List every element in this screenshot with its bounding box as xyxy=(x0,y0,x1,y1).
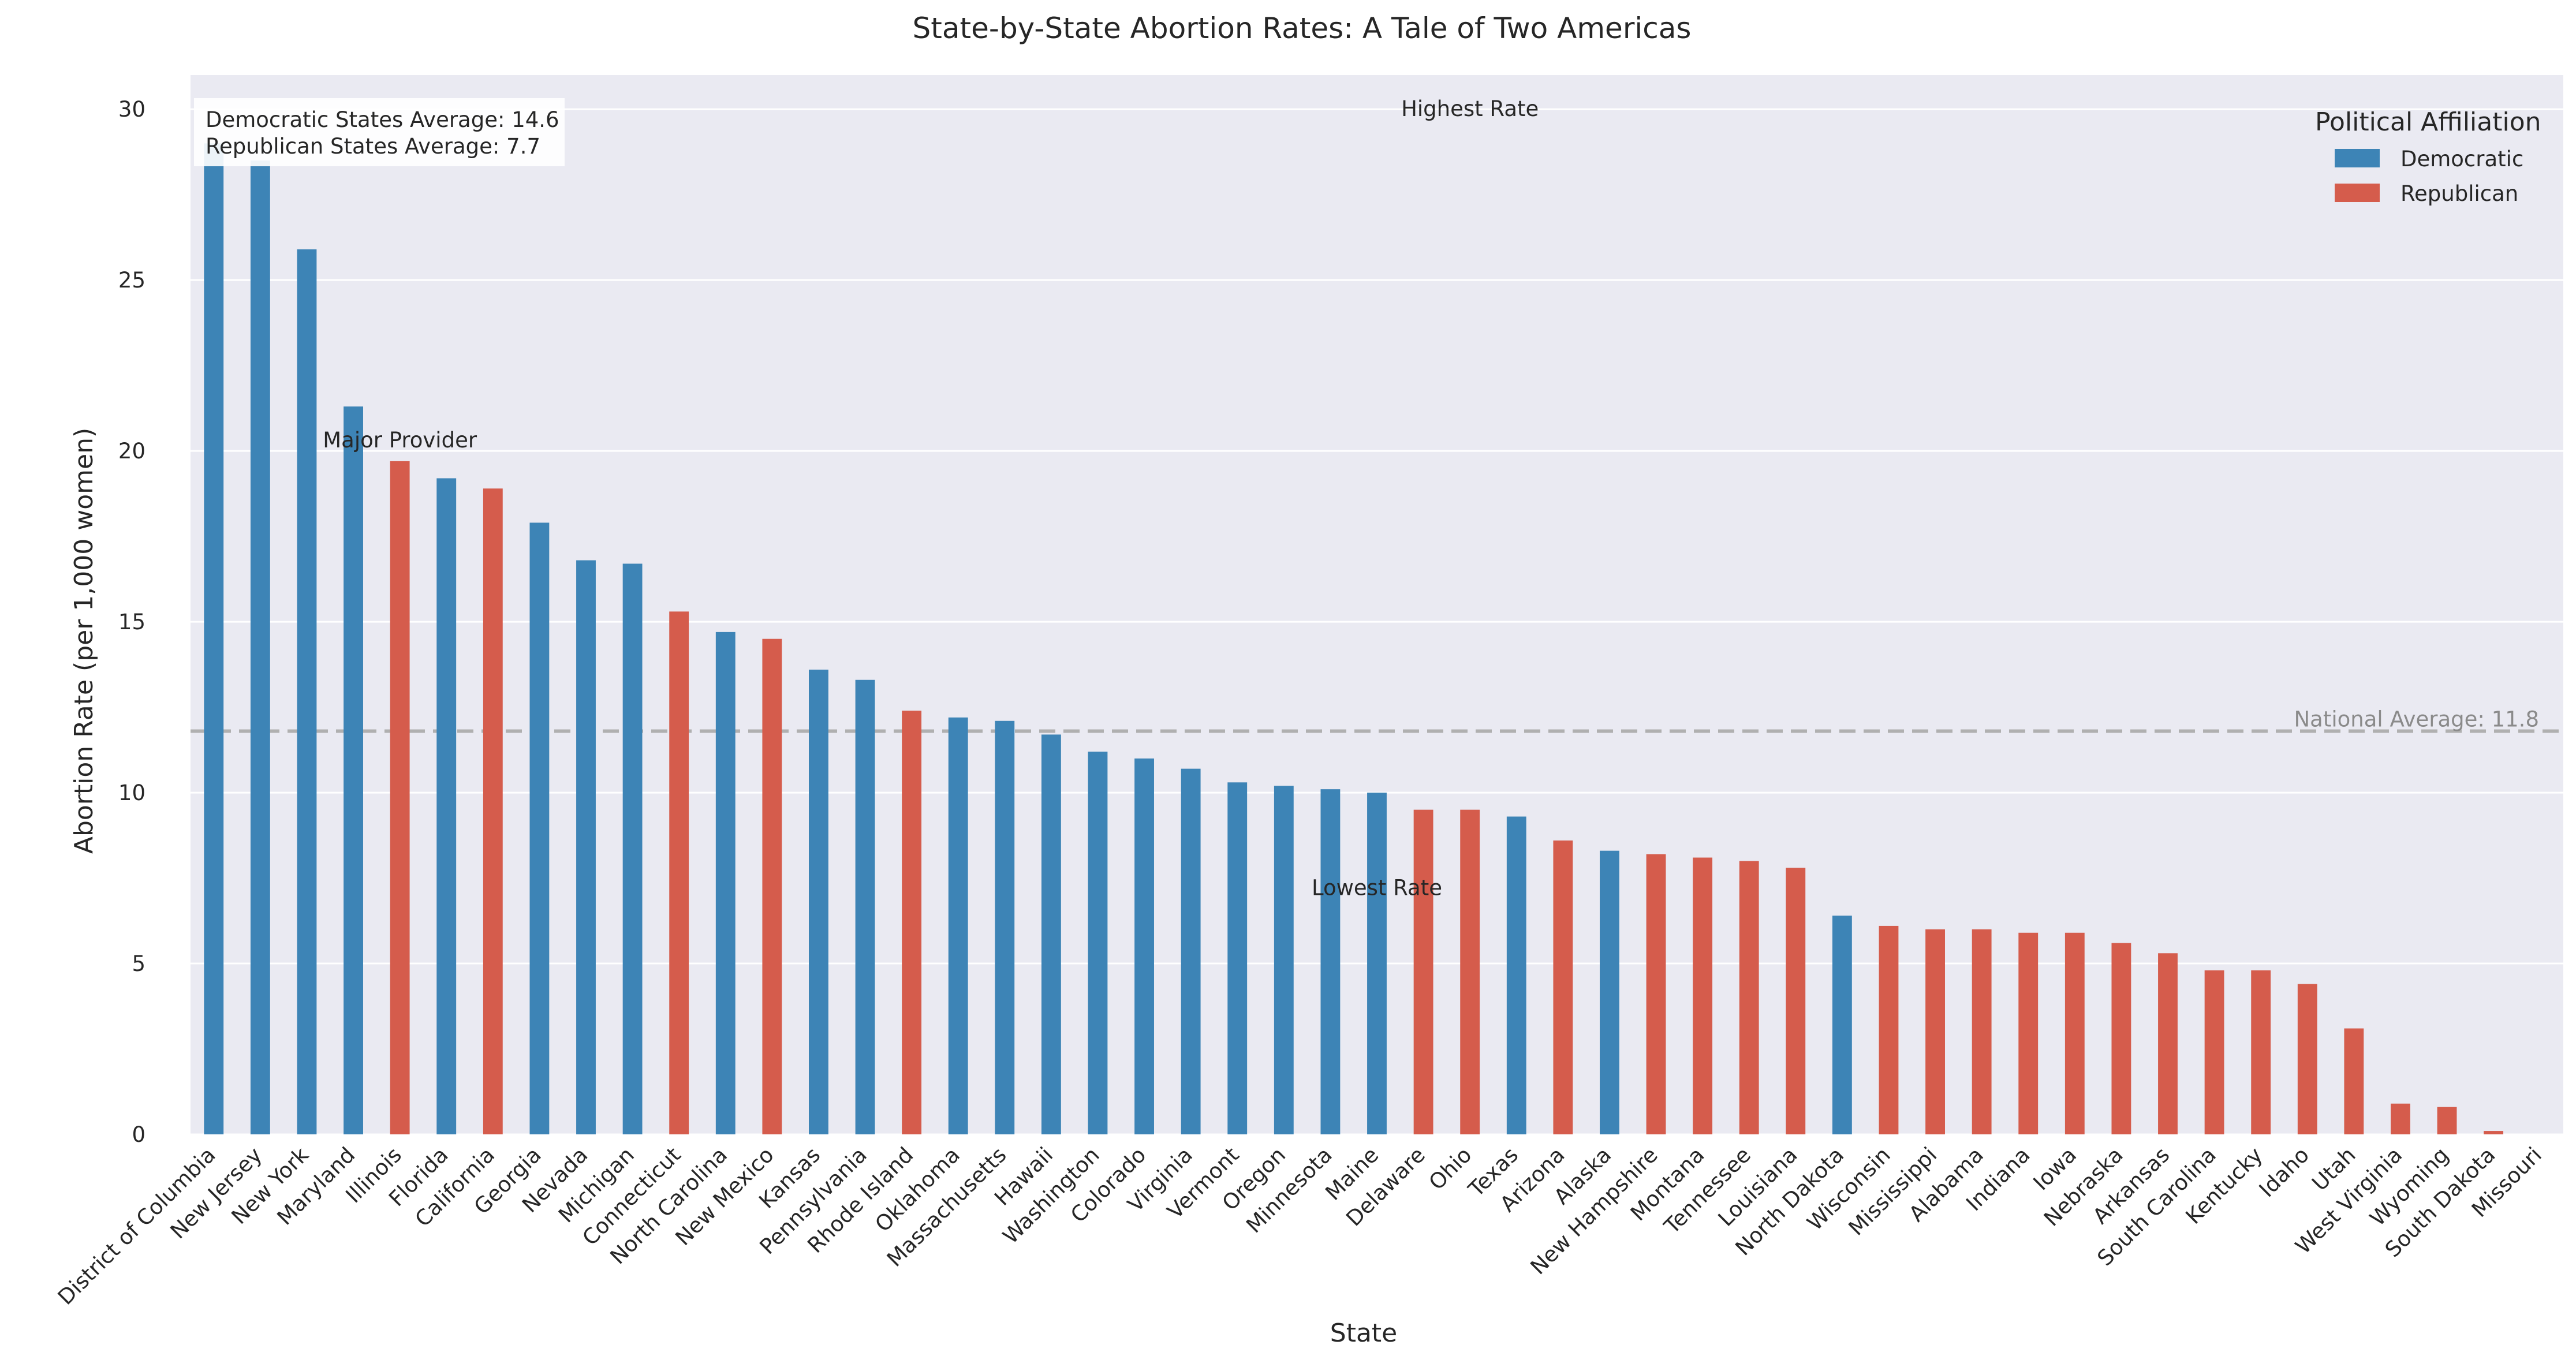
legend-label-republican: Republican xyxy=(2400,181,2518,206)
bar xyxy=(1832,916,1852,1134)
stats-republican-average: Republican States Average: 7.7 xyxy=(206,134,540,159)
chart-title: State-by-State Abortion Rates: A Tale of… xyxy=(913,12,1692,45)
bar xyxy=(2064,932,2085,1134)
annotation-label: Lowest Rate xyxy=(1312,876,1442,901)
bar xyxy=(1786,868,1806,1134)
bar xyxy=(2391,1103,2410,1134)
y-tick-label: 5 xyxy=(132,951,145,976)
bar xyxy=(576,560,596,1134)
bar xyxy=(1413,809,1433,1134)
bar xyxy=(483,488,503,1134)
bar xyxy=(809,669,828,1134)
bar xyxy=(2204,970,2224,1134)
x-axis-label: State xyxy=(1330,1319,1397,1348)
legend-title: Political Affiliation xyxy=(2315,107,2541,137)
annotation-label: Highest Rate xyxy=(1401,96,1539,121)
bar xyxy=(2484,1131,2504,1134)
bar xyxy=(855,679,875,1134)
y-tick-label: 30 xyxy=(118,97,145,122)
bar xyxy=(390,461,410,1134)
bar xyxy=(715,632,736,1134)
bar xyxy=(1227,782,1248,1134)
bar xyxy=(1041,734,1061,1134)
stats-box: Democratic States Average: 14.6 Republic… xyxy=(194,98,565,166)
bar xyxy=(1181,768,1201,1134)
bar xyxy=(2297,984,2317,1134)
bar xyxy=(1134,758,1154,1134)
y-tick-label: 20 xyxy=(118,439,145,464)
bar xyxy=(2018,932,2039,1134)
y-tick-label: 15 xyxy=(118,610,145,634)
bar xyxy=(1506,816,1526,1134)
bar xyxy=(762,638,782,1134)
y-axis-ticks: 0 5 10 15 20 25 30 xyxy=(118,97,145,1147)
annotation-label: Major Provider xyxy=(323,428,477,453)
y-tick-label: 10 xyxy=(118,780,145,805)
legend-swatch-democratic xyxy=(2335,149,2380,167)
bar xyxy=(1088,752,1108,1134)
bar xyxy=(1460,809,1480,1134)
y-axis-label: Abortion Rate (per 1,000 women) xyxy=(69,428,99,854)
bar xyxy=(250,160,270,1134)
legend: Political Affiliation Democratic Republi… xyxy=(2315,107,2541,206)
bar xyxy=(1600,850,1619,1134)
bar xyxy=(2344,1028,2364,1134)
bars xyxy=(204,143,2504,1135)
stats-box-background xyxy=(194,98,565,166)
bar xyxy=(436,478,457,1134)
annotations: Highest Rate Major Provider Lowest Rate xyxy=(323,96,1539,901)
bar xyxy=(1739,861,1759,1134)
bar xyxy=(1925,929,1945,1134)
bar xyxy=(669,611,689,1134)
bar xyxy=(2111,943,2131,1134)
bar xyxy=(948,717,968,1134)
national-average-label: National Average: 11.8 xyxy=(2294,707,2540,732)
bar xyxy=(622,563,643,1134)
y-tick-label: 25 xyxy=(118,268,145,293)
bar xyxy=(344,406,363,1134)
bar xyxy=(2251,970,2271,1134)
bar xyxy=(1693,857,1713,1134)
bar xyxy=(1320,789,1341,1134)
bar xyxy=(1274,786,1294,1134)
stats-democratic-average: Democratic States Average: 14.6 xyxy=(206,107,559,132)
y-tick-label: 0 xyxy=(132,1122,145,1147)
legend-label-democratic: Democratic xyxy=(2400,147,2523,171)
bar xyxy=(1646,854,1666,1134)
bar xyxy=(1367,793,1387,1134)
bar xyxy=(2158,953,2178,1134)
legend-swatch-republican xyxy=(2335,184,2380,202)
bar xyxy=(204,143,224,1135)
bar xyxy=(902,711,922,1134)
bar xyxy=(995,720,1015,1134)
bar xyxy=(1553,840,1573,1134)
bar xyxy=(2437,1107,2457,1134)
bar xyxy=(1879,925,1899,1134)
bar xyxy=(297,249,317,1134)
bar xyxy=(1972,929,1992,1134)
bar xyxy=(529,522,550,1134)
